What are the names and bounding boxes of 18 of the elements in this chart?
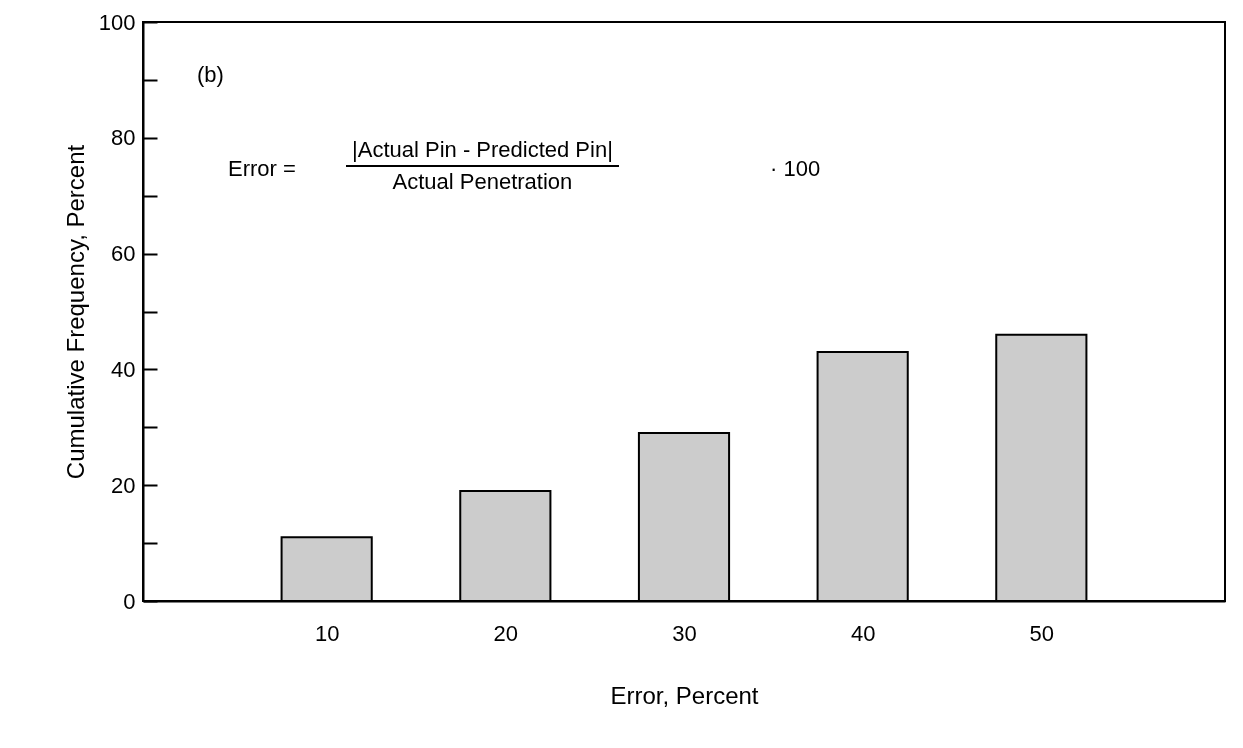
annotation: · 100: [770, 156, 821, 182]
x-tick-label: 20: [493, 620, 519, 646]
y-tick-label: 40: [111, 356, 136, 382]
x-tick-label: 10: [314, 620, 340, 646]
x-axis-title: Error, Percent: [610, 681, 759, 709]
x-tick-label: 50: [1029, 620, 1055, 646]
annotation: Actual Penetration: [391, 168, 574, 195]
x-tick-label: 30: [672, 620, 697, 646]
annotation: |Actual Pin - Predicted Pin|: [346, 137, 619, 167]
x-tick-label: 40: [850, 620, 876, 646]
annotation: (b): [197, 62, 224, 88]
annotation: Error =: [228, 156, 296, 182]
y-tick-label: 20: [111, 472, 136, 498]
y-axis-title: Cumulative Frequency, Percent: [61, 144, 89, 480]
y-tick-label: 60: [111, 241, 136, 267]
y-tick-label: 80: [111, 125, 136, 151]
y-tick-label: 0: [123, 588, 136, 614]
y-tick-label: 100: [98, 9, 136, 35]
